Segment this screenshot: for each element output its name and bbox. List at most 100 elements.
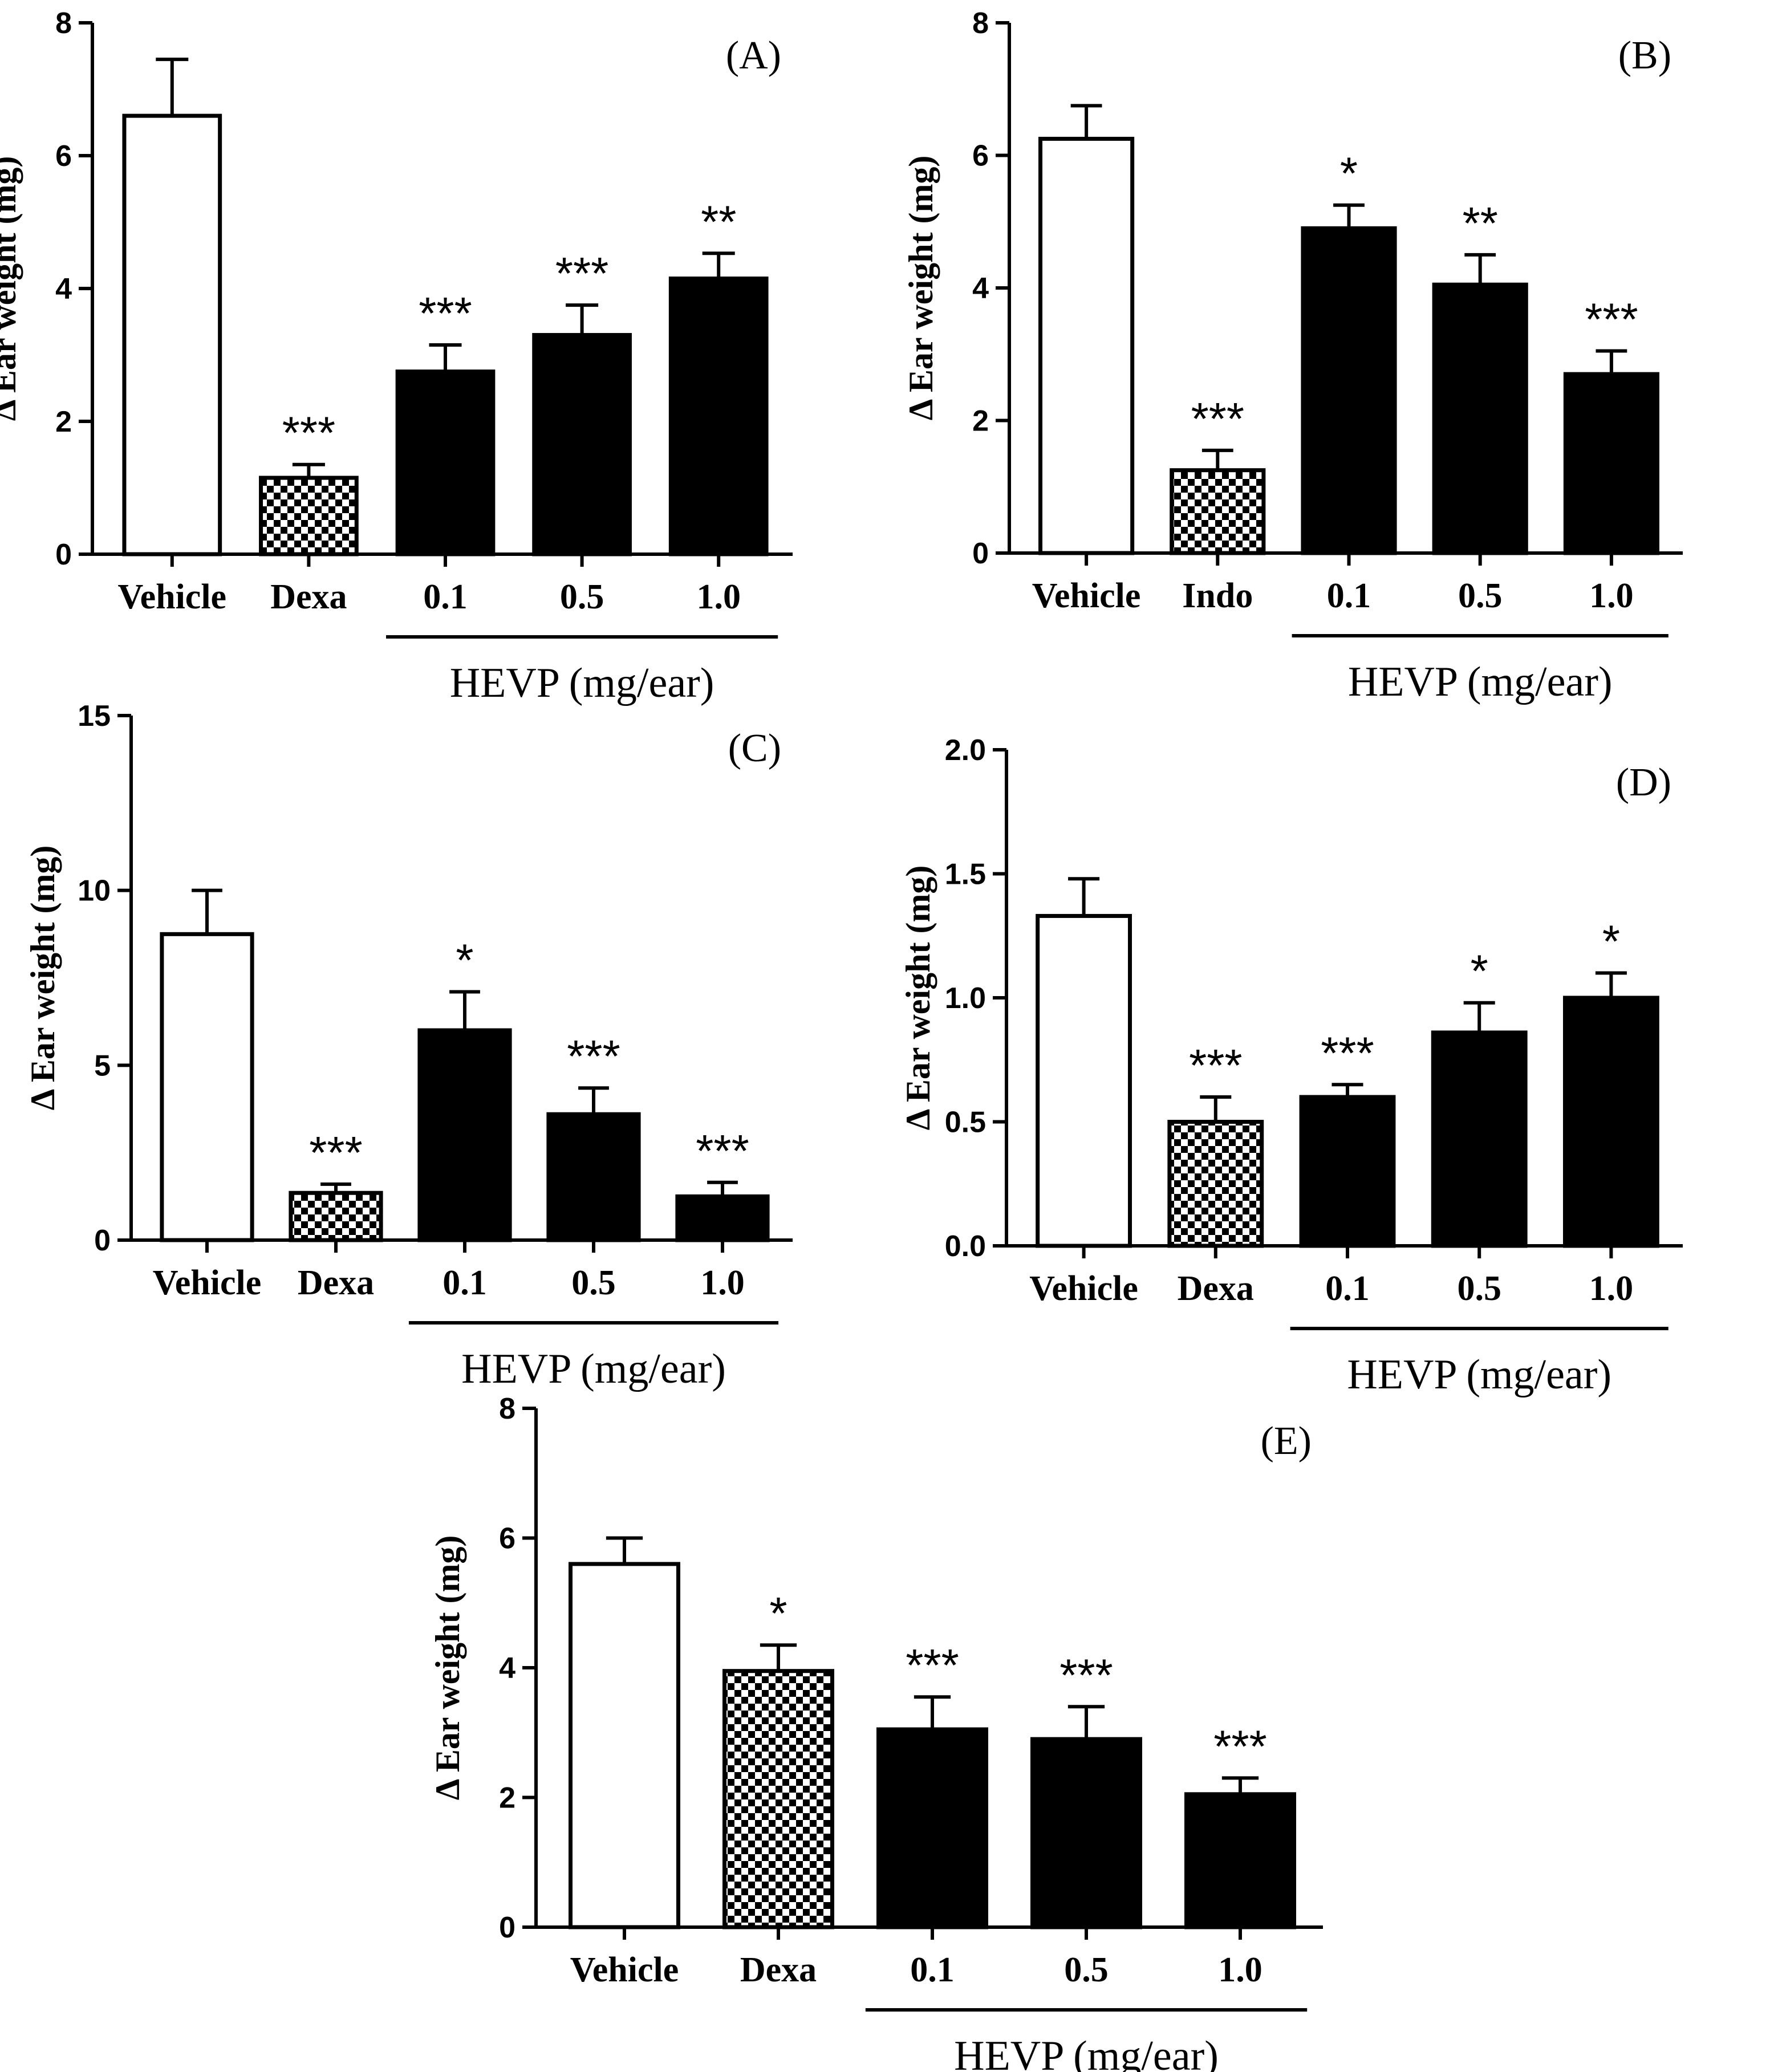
y-tick-label: 0 (972, 537, 989, 570)
significance-marker: *** (555, 248, 608, 299)
y-tick-label: 2.0 (945, 734, 986, 767)
panel-a: 0 2 4 6 8 Δ Ear weight (mg) Vehicle *** Dexa *** 0… (0, 0, 887, 706)
panel-e: 0 2 4 6 8 Δ Ear weight (mg) Vehicle * Dexa *** 0.1… (429, 1392, 1346, 2072)
panel-c: 0 5 10 15 Δ Ear weight (mg) Vehicle *** Dexa * 0.… (0, 700, 887, 1403)
y-tick-label: 2 (972, 405, 989, 438)
y-tick-label: 0.5 (945, 1106, 986, 1139)
x-category-label: 0.1 (423, 578, 468, 616)
y-tick-label: 6 (499, 1522, 515, 1555)
significance-marker: *** (1059, 1650, 1113, 1700)
x-category-label: Dexa (298, 1263, 374, 1302)
bar-0-5 (1432, 282, 1528, 555)
panel-label: (D) (1616, 761, 1671, 805)
bar-vehicle (160, 932, 254, 1242)
y-tick-label: 0 (499, 1911, 515, 1944)
x-category-label: 1.0 (1218, 1951, 1262, 1989)
bar-0-5 (546, 1112, 641, 1242)
bar-vehicle (1036, 913, 1132, 1248)
y-axis-label: Δ Ear weight (mg) (899, 866, 937, 1131)
y-tick-label: 8 (972, 7, 989, 40)
x-category-label: 1.0 (696, 578, 741, 616)
panel-label: (A) (726, 34, 781, 78)
y-tick-label: 15 (78, 700, 111, 733)
significance-marker: *** (1213, 1721, 1266, 1772)
x-category-label: 0.5 (560, 578, 604, 616)
y-tick-label: 1.5 (945, 858, 986, 891)
panel-b: 0 2 4 6 8 Δ Ear weight (mg) Vehicle *** Indo * 0.1… (887, 0, 1774, 705)
bar-dexa (259, 476, 359, 556)
significance-marker: * (456, 935, 473, 986)
x-category-label: 0.5 (1064, 1951, 1109, 1989)
group-label: HEVP (mg/ear) (1348, 659, 1613, 705)
y-tick-label: 6 (972, 140, 989, 173)
bar-0-1 (417, 1028, 512, 1242)
y-axis-label: Δ Ear weight (mg) (429, 1535, 466, 1801)
x-category-label: Vehicle (118, 578, 227, 616)
bar-0-5 (1030, 1737, 1142, 1929)
significance-marker: *** (419, 288, 472, 339)
x-category-label: Dexa (740, 1951, 817, 1989)
bar-0-1 (876, 1727, 988, 1929)
chart-svg: 0 2 4 6 8 Δ Ear weight (mg) Vehicle * Dexa *** 0.1… (429, 1392, 1323, 2072)
significance-marker: * (1602, 916, 1620, 967)
x-category-label: Vehicle (1032, 576, 1141, 615)
bar-1-0 (1563, 372, 1659, 555)
bar-dexa (289, 1191, 383, 1242)
significance-marker: *** (1189, 1040, 1242, 1091)
bar-1-0 (1184, 1792, 1296, 1929)
y-tick-label: 6 (55, 140, 72, 173)
bar-indo (1170, 468, 1266, 555)
significance-marker: * (769, 1588, 787, 1639)
y-tick-label: 4 (55, 273, 72, 306)
x-category-label: Indo (1182, 576, 1253, 615)
panel-label: (B) (1618, 34, 1671, 78)
y-tick-label: 4 (972, 272, 989, 305)
significance-marker: ** (1463, 198, 1498, 249)
x-category-label: 0.1 (910, 1951, 955, 1989)
y-tick-label: 0.0 (945, 1230, 986, 1263)
chart-svg: 0 2 4 6 8 Δ Ear weight (mg) Vehicle *** Indo * 0.1… (902, 7, 1683, 705)
group-label: HEVP (mg/ear) (1347, 1351, 1611, 1398)
x-category-label: 0.1 (1327, 576, 1371, 615)
x-category-label: 1.0 (700, 1263, 745, 1302)
panel-label: (E) (1261, 1419, 1312, 1463)
x-category-label: 0.5 (1457, 1269, 1501, 1308)
x-category-label: Vehicle (570, 1951, 679, 1989)
bar-0-1 (1299, 1095, 1396, 1248)
y-axis-label: Δ Ear weight (mg) (24, 846, 62, 1111)
y-tick-label: 4 (499, 1652, 515, 1685)
x-category-label: 1.0 (1589, 576, 1634, 615)
x-category-label: Dexa (1178, 1269, 1254, 1308)
y-tick-label: 5 (94, 1049, 111, 1082)
y-tick-label: 1.0 (945, 982, 986, 1015)
y-axis-label: Δ Ear weight (mg) (902, 156, 940, 421)
x-category-label: Vehicle (1029, 1269, 1138, 1308)
y-axis-label: Δ Ear weight (mg) (0, 156, 23, 421)
panel-d: 0.0 0.5 1.0 1.5 2.0 Δ Ear weight (mg) Vehicle *… (887, 701, 1774, 1403)
bar-vehicle (569, 1562, 680, 1929)
x-category-label: Vehicle (153, 1263, 262, 1302)
panel-label: (C) (728, 726, 781, 770)
group-label: HEVP (mg/ear) (461, 1346, 726, 1392)
chart-svg: 0.0 0.5 1.0 1.5 2.0 Δ Ear weight (mg) Vehicle *… (899, 734, 1683, 1398)
x-category-label: 0.5 (1458, 576, 1503, 615)
bar-1-0 (668, 277, 769, 556)
significance-marker: *** (1191, 393, 1244, 444)
y-tick-label: 0 (55, 538, 72, 571)
x-category-label: 1.0 (1589, 1269, 1634, 1308)
y-tick-label: 2 (499, 1782, 515, 1815)
significance-marker: * (1471, 946, 1488, 997)
significance-marker: *** (906, 1640, 959, 1691)
bar-1-0 (1562, 996, 1659, 1248)
bar-dexa (722, 1669, 834, 1929)
significance-marker: *** (567, 1031, 620, 1082)
chart-svg: 0 5 10 15 Δ Ear weight (mg) Vehicle *** Dexa * 0.… (24, 700, 793, 1392)
significance-marker: * (1340, 148, 1358, 199)
x-category-label: 0.5 (571, 1263, 616, 1302)
y-tick-label: 0 (94, 1224, 111, 1257)
significance-marker: *** (1585, 294, 1638, 344)
group-label: HEVP (mg/ear) (450, 660, 715, 706)
y-tick-label: 2 (55, 405, 72, 438)
group-label: HEVP (mg/ear) (954, 2033, 1219, 2072)
